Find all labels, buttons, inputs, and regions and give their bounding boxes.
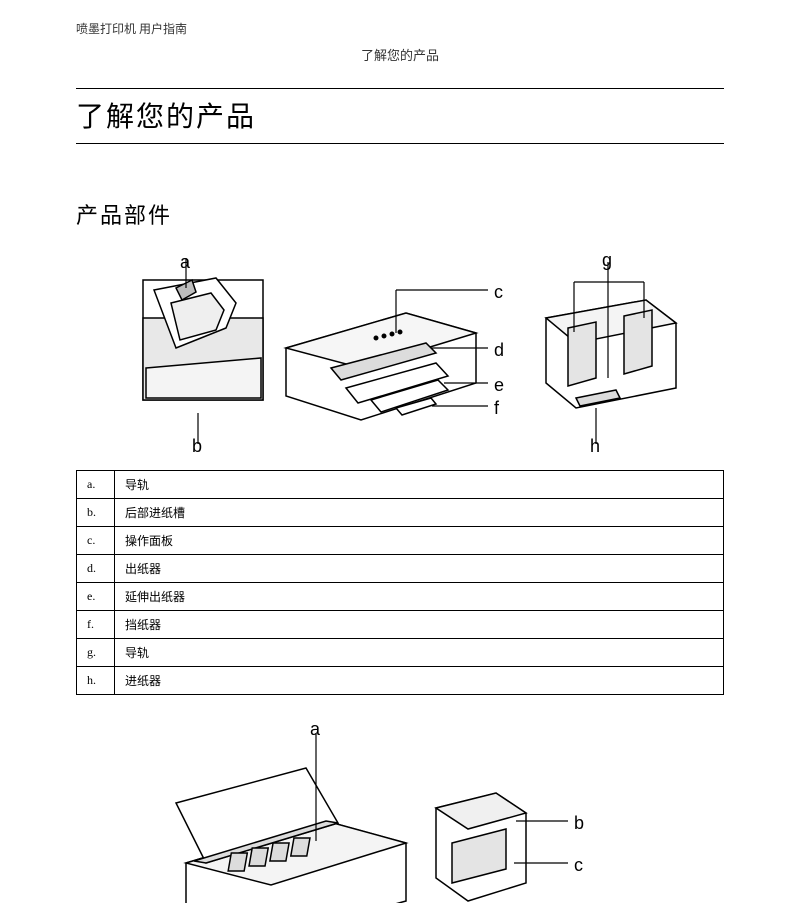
table-row: b.后部进纸槽 xyxy=(77,499,724,527)
cell-key: d. xyxy=(77,555,115,583)
table-row: g.导轨 xyxy=(77,639,724,667)
diagram-1-svg xyxy=(76,248,724,458)
cell-key: h. xyxy=(77,667,115,695)
header-center: 了解您的产品 xyxy=(76,45,724,64)
label-c: c xyxy=(494,282,503,303)
cell-val: 后部进纸槽 xyxy=(115,499,724,527)
cell-val: 进纸器 xyxy=(115,667,724,695)
label-e: e xyxy=(494,375,504,396)
cell-key: a. xyxy=(77,471,115,499)
cell-key: f. xyxy=(77,611,115,639)
label-a: a xyxy=(180,252,190,273)
label-g: g xyxy=(602,250,612,271)
header-top-left: 喷墨打印机 用户指南 xyxy=(76,20,724,37)
table-row: f.挡纸器 xyxy=(77,611,724,639)
cell-val: 出纸器 xyxy=(115,555,724,583)
label-h: h xyxy=(590,436,600,457)
page-title: 了解您的产品 xyxy=(76,89,724,143)
table-row: d.出纸器 xyxy=(77,555,724,583)
cell-key: c. xyxy=(77,527,115,555)
diagram-2-svg xyxy=(76,713,724,903)
diagram-2: a b c xyxy=(76,713,724,903)
parts-table: a.导轨 b.后部进纸槽 c.操作面板 d.出纸器 e.延伸出纸器 f.挡纸器 … xyxy=(76,470,724,695)
label2-b: b xyxy=(574,813,584,834)
cell-key: e. xyxy=(77,583,115,611)
table-row: c.操作面板 xyxy=(77,527,724,555)
table-row: h.进纸器 xyxy=(77,667,724,695)
cell-key: g. xyxy=(77,639,115,667)
label-f: f xyxy=(494,398,499,419)
table-row: a.导轨 xyxy=(77,471,724,499)
cell-val: 导轨 xyxy=(115,639,724,667)
table-row: e.延伸出纸器 xyxy=(77,583,724,611)
label2-c: c xyxy=(574,855,583,876)
section-heading: 产品部件 xyxy=(76,198,724,230)
label2-a: a xyxy=(310,719,320,740)
cell-key: b. xyxy=(77,499,115,527)
cell-val: 导轨 xyxy=(115,471,724,499)
diagram-1: a b c d e f g h xyxy=(76,248,724,458)
cell-val: 挡纸器 xyxy=(115,611,724,639)
label-b: b xyxy=(192,436,202,457)
cell-val: 延伸出纸器 xyxy=(115,583,724,611)
cell-val: 操作面板 xyxy=(115,527,724,555)
rule-top-2 xyxy=(76,143,724,144)
label-d: d xyxy=(494,340,504,361)
